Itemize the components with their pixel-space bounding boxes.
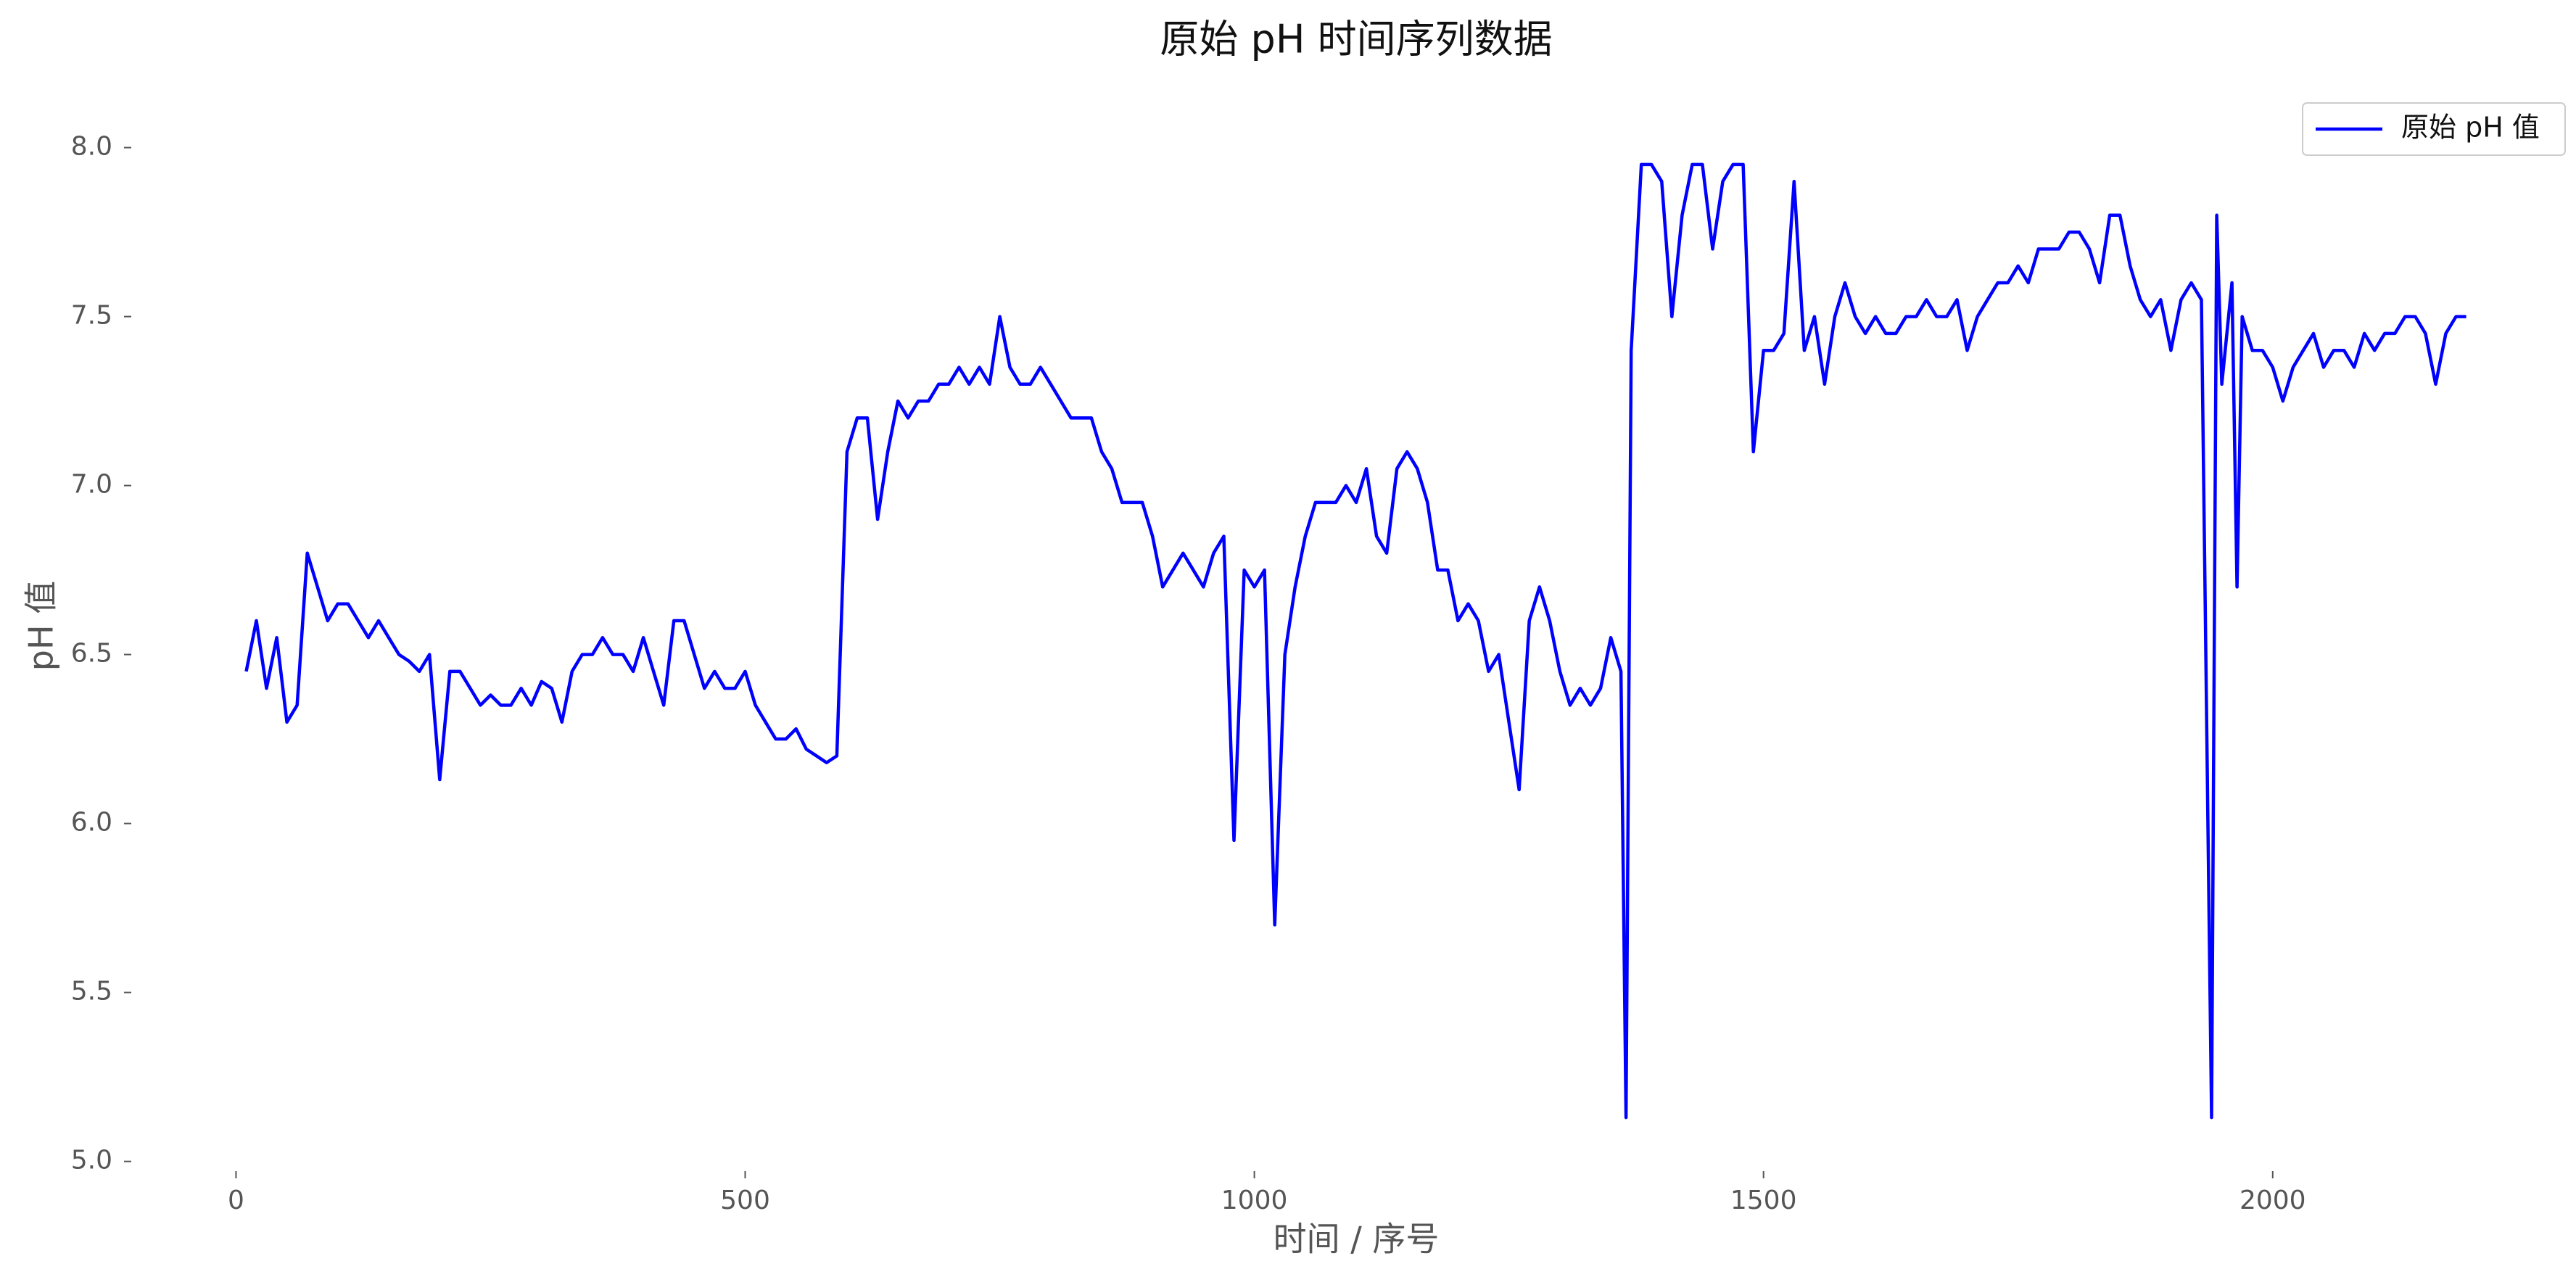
y-tick-label: 8.0 — [71, 132, 112, 162]
y-tick-label: 6.0 — [71, 808, 112, 838]
x-tick-label: 1500 — [1730, 1186, 1797, 1215]
legend-label: 原始 pH 值 — [2401, 112, 2540, 144]
y-tick-label: 5.0 — [71, 1146, 112, 1175]
chart-title: 原始 pH 时间序列数据 — [1160, 17, 1552, 62]
y-tick-label: 7.5 — [71, 301, 112, 331]
x-axis-label: 时间 / 序号 — [1273, 1220, 1440, 1259]
x-tick-label: 2000 — [2239, 1186, 2306, 1215]
x-tick-label: 500 — [720, 1186, 770, 1215]
x-tick-label: 0 — [228, 1186, 244, 1215]
legend-box — [2302, 102, 2566, 156]
x-tick-label: 1000 — [1221, 1186, 1288, 1215]
data-line — [244, 162, 2466, 1120]
y-tick-label: 7.0 — [71, 470, 112, 500]
y-axis-label: pH 值 — [22, 581, 61, 671]
y-tick-label: 6.5 — [71, 639, 112, 669]
y-tick-label: 5.5 — [71, 977, 112, 1006]
